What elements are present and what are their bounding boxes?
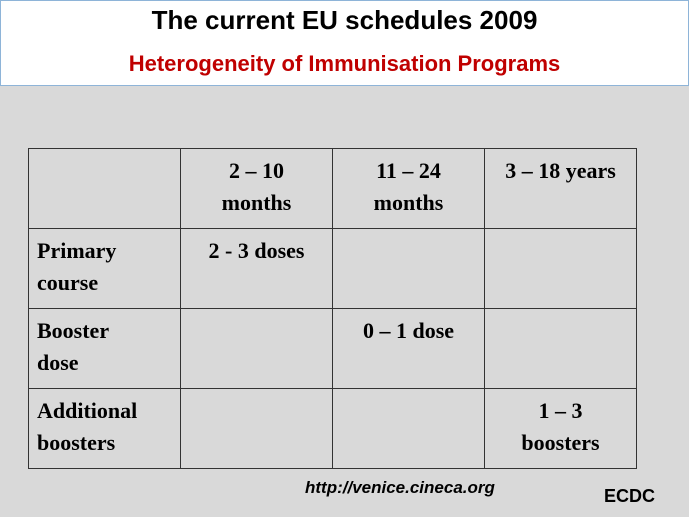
table-cell (484, 228, 637, 309)
url: http://venice.cineca.org (305, 478, 495, 497)
table-cell (180, 308, 333, 389)
table-cell (332, 388, 485, 469)
column-header: 3 – 18 years (484, 148, 637, 229)
column-header: 2 – 10 months (180, 148, 333, 229)
row-label: Additional boosters (28, 388, 181, 469)
title: The current EU schedules 2009 (151, 5, 538, 35)
schedule-table: 2 – 10 months 11 – 24 months 3 – 18 year… (28, 148, 637, 469)
corner-cell (28, 148, 181, 229)
column-header: 11 – 24 months (332, 148, 485, 229)
source: ECDC (604, 486, 656, 506)
subtitle: Heterogeneity of Immunisation Programs (128, 51, 561, 76)
table-cell: 0 – 1 dose (332, 308, 485, 389)
table-row: Booster dose 0 – 1 dose (28, 308, 637, 389)
header-row: 2 – 10 months 11 – 24 months 3 – 18 year… (28, 148, 637, 229)
table-row: Additional boosters 1 – 3 boosters (28, 388, 637, 469)
table-cell (332, 228, 485, 309)
table-cell (484, 308, 637, 389)
table-cell: 2 - 3 doses (180, 228, 333, 309)
row-label: Booster dose (28, 308, 181, 389)
row-label: Primary course (28, 228, 181, 309)
table-cell (180, 388, 333, 469)
table-row: Primary course 2 - 3 doses (28, 228, 637, 309)
header: The current EU schedules 2009 Heterogene… (0, 0, 689, 86)
table-cell: 1 – 3 boosters (484, 388, 637, 469)
